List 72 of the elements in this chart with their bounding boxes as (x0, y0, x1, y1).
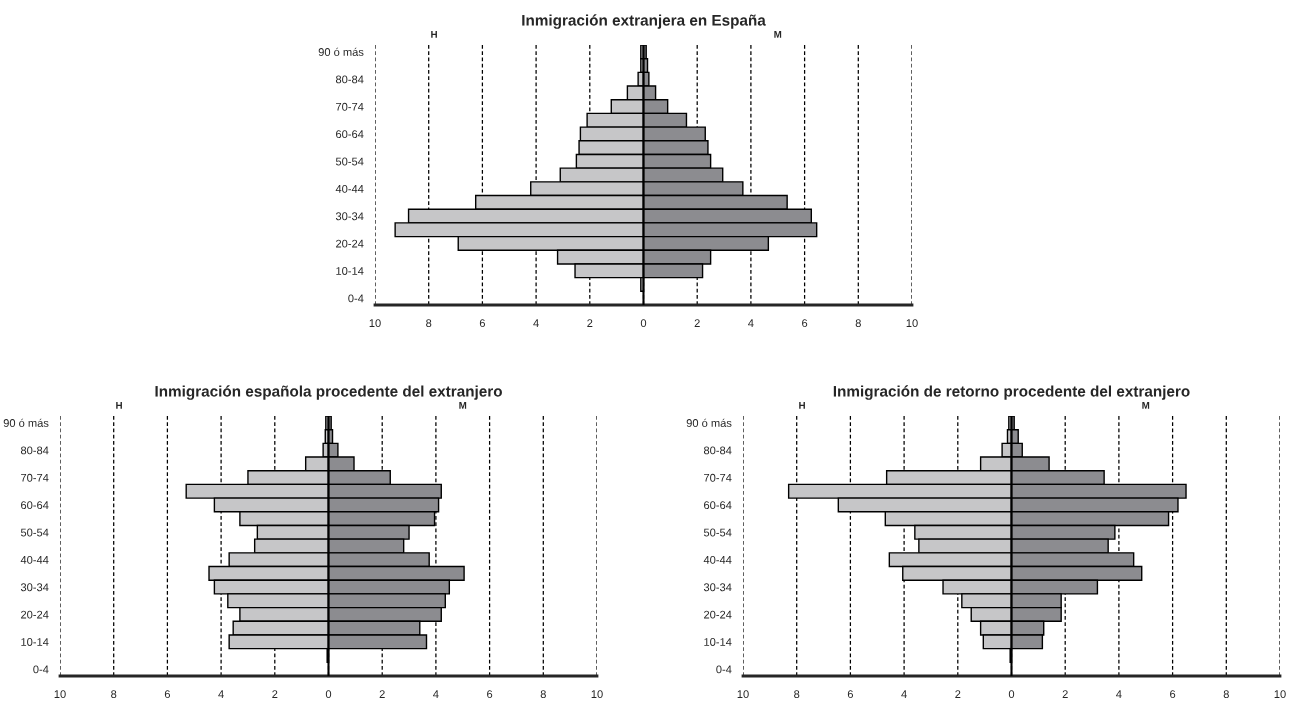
y-tick-label: 0-4 (716, 665, 732, 674)
text: M (459, 402, 467, 409)
y-tick-label: 30-34 (20, 583, 49, 592)
y-tick-label: 30-34 (335, 212, 364, 221)
text: H (431, 31, 437, 38)
x-tick-label: 8 (111, 690, 117, 699)
x-tick-label: 10 (369, 319, 381, 328)
x-tick-label: 8 (855, 319, 861, 328)
y-tick-label: 30-34 (703, 583, 732, 592)
x-tick-label: 6 (479, 319, 485, 328)
y-tick-label: 70-74 (704, 473, 732, 482)
x-tick-label: 6 (1170, 690, 1176, 699)
x-tick-label: 0 (640, 319, 647, 328)
y-tick-label: 60-64 (704, 501, 732, 510)
y-tick-label: 50-54 (703, 528, 732, 537)
x-tick-label: 4 (218, 690, 224, 698)
text: M (774, 31, 782, 38)
y-tick-label: 0-4 (348, 294, 364, 303)
y-tick-label: 40-44 (335, 184, 364, 193)
y-tick-label: 20-24 (21, 610, 49, 619)
y-tick-label: 90 ó más (686, 418, 732, 427)
x-tick-label: 4 (901, 690, 907, 698)
chart-title: Inmigración española procedente del extranjero (155, 385, 502, 400)
x-tick-label: 10 (54, 690, 66, 699)
y-tick-label: 50-54 (335, 157, 364, 166)
y-tick-label: 80-84 (20, 446, 49, 455)
x-tick-label: 8 (794, 690, 800, 699)
x-tick-label: 6 (164, 690, 170, 699)
y-tick-label: 60-64 (21, 501, 49, 510)
x-tick-label: 10 (906, 319, 918, 328)
x-tick-label: 4 (1116, 690, 1122, 698)
x-tick-label: 2 (587, 319, 593, 327)
y-tick-label: 40-44 (20, 555, 49, 564)
text: H (799, 402, 805, 409)
x-tick-label: 8 (1223, 690, 1229, 699)
text: M (1142, 402, 1150, 409)
x-tick-label: 2 (272, 690, 278, 698)
x-tick-label: 4 (748, 319, 754, 327)
x-tick-label: 6 (487, 690, 493, 699)
x-tick-label: 0 (1008, 690, 1015, 699)
y-tick-label: 10-14 (336, 267, 364, 275)
y-tick-label: 80-84 (703, 446, 732, 455)
x-tick-label: 2 (955, 690, 961, 698)
y-tick-label: 50-54 (20, 528, 49, 537)
y-tick-label: 10-14 (704, 638, 732, 646)
x-tick-label: 10 (737, 690, 749, 699)
x-tick-label: 4 (433, 690, 439, 698)
x-tick-label: 4 (533, 319, 539, 327)
x-tick-label: 8 (540, 690, 546, 699)
x-tick-label: 2 (694, 319, 700, 327)
x-tick-label: 10 (591, 690, 603, 699)
x-tick-label: 8 (426, 319, 432, 328)
y-tick-label: 10-14 (21, 638, 49, 646)
y-tick-label: 20-24 (336, 239, 364, 248)
x-tick-label: 10 (1274, 690, 1286, 699)
y-tick-label: 70-74 (336, 102, 364, 111)
y-tick-label: 90 ó más (318, 47, 364, 56)
y-tick-label: 60-64 (336, 130, 364, 139)
x-tick-label: 6 (847, 690, 853, 699)
y-tick-label: 70-74 (21, 473, 49, 482)
x-tick-label: 2 (1062, 690, 1068, 698)
chart-title: Inmigración de retorno procedente del extranjero (833, 385, 1190, 400)
y-tick-label: 90 ó más (3, 418, 49, 427)
y-tick-label: 20-24 (704, 610, 732, 619)
chart-title: Inmigración extranjera en España (522, 14, 766, 29)
y-tick-label: 80-84 (335, 75, 364, 84)
y-tick-label: 0-4 (33, 665, 49, 674)
x-tick-label: 6 (802, 319, 808, 328)
x-tick-label: 0 (325, 690, 332, 699)
x-tick-label: 2 (379, 690, 385, 698)
text: H (116, 402, 122, 409)
y-tick-label: 40-44 (703, 555, 732, 564)
